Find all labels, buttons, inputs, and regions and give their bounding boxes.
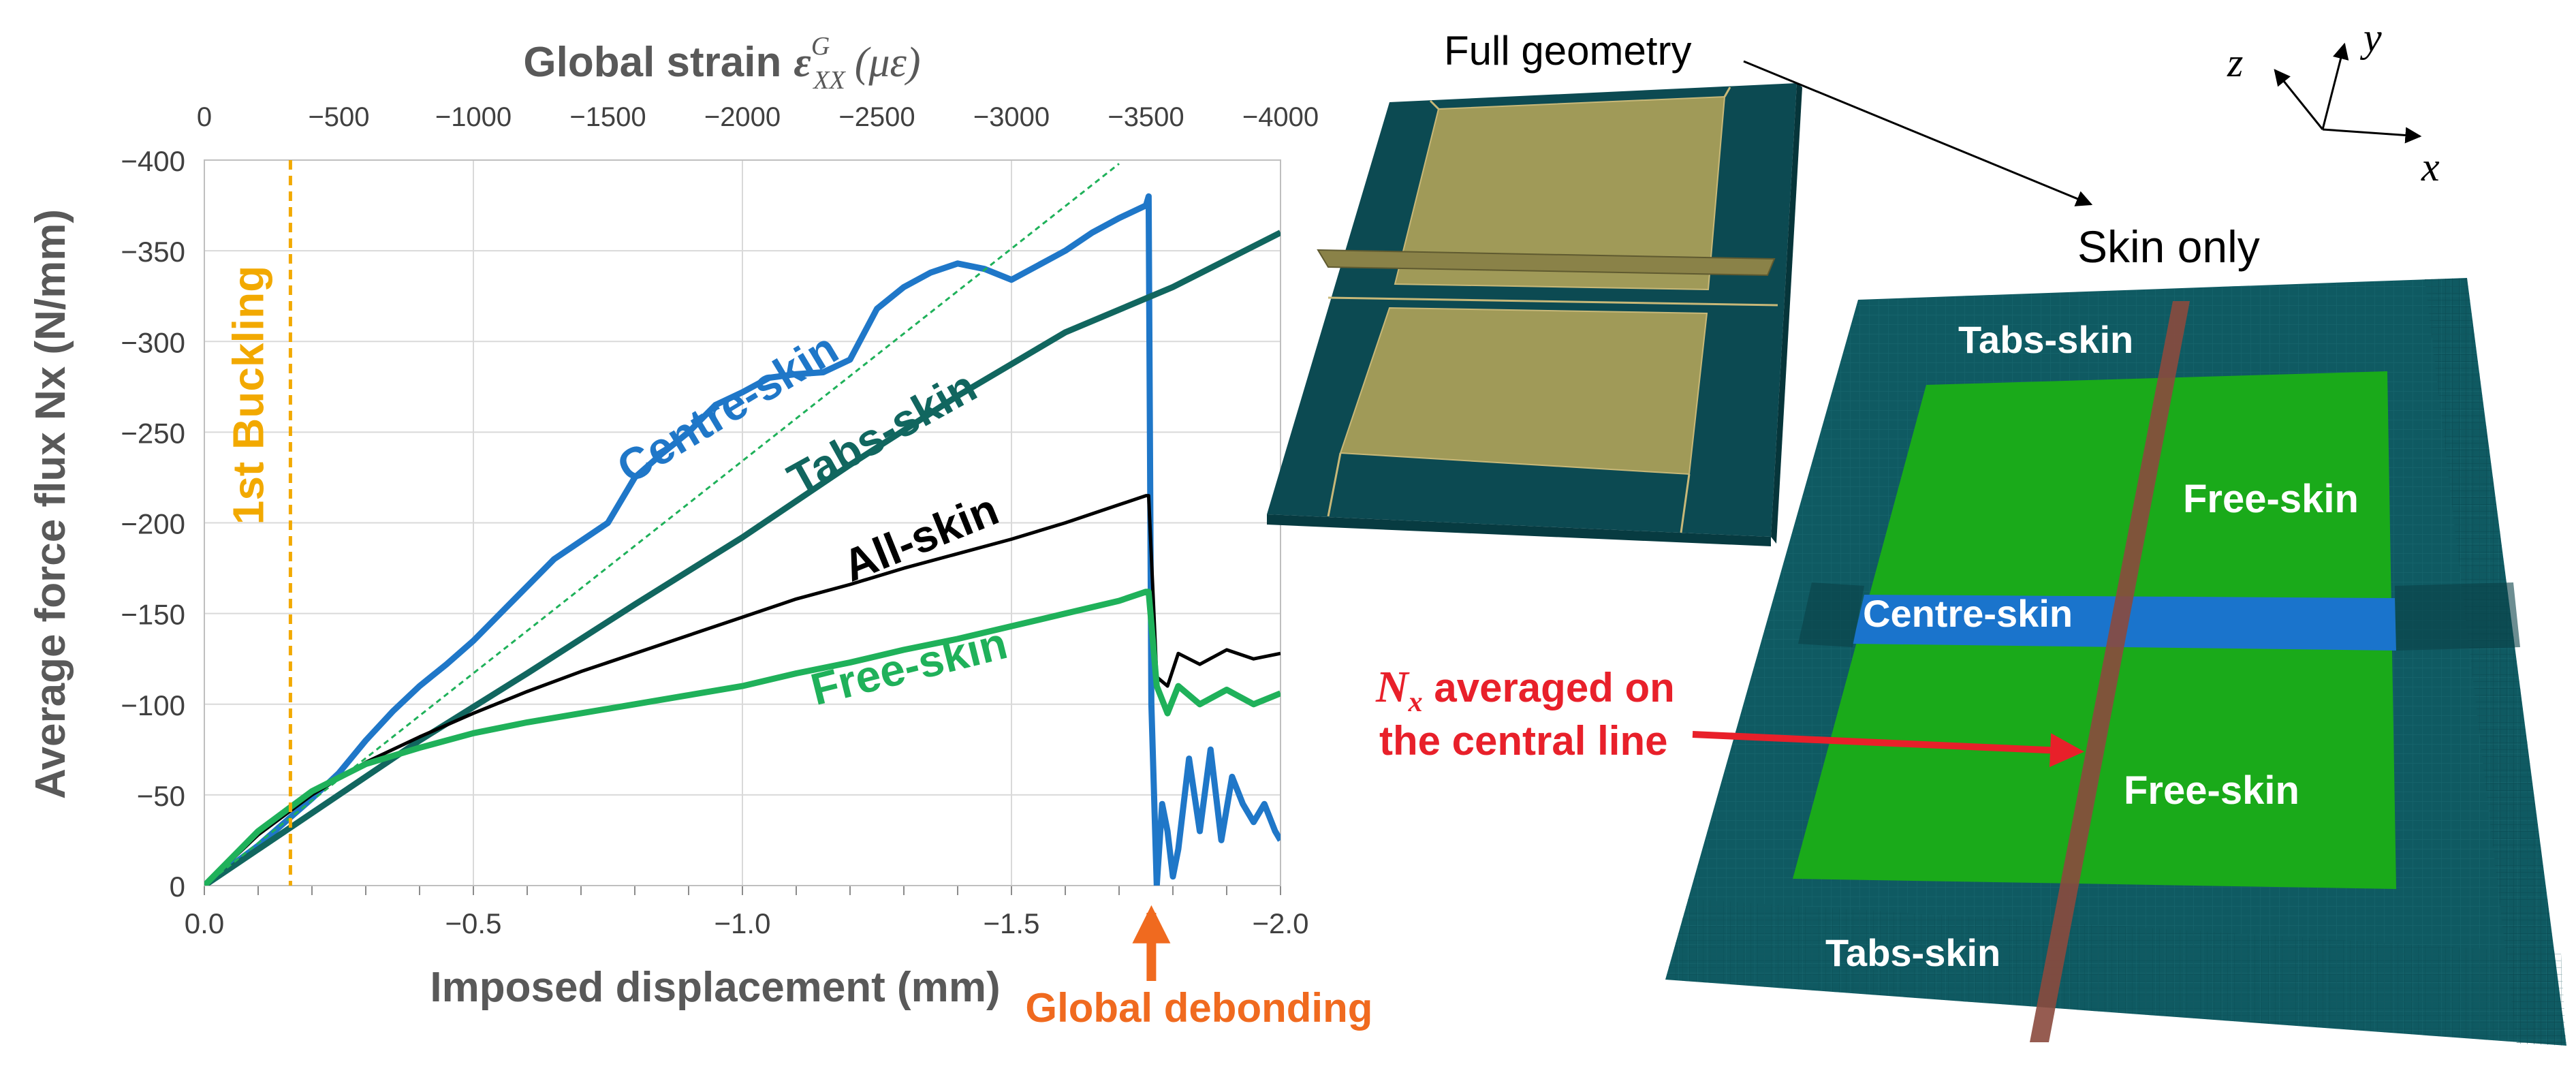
y-tick-label: −350 [121, 236, 185, 268]
skin-only-model [1665, 278, 2566, 1046]
nx-annotation-line2: the central line [1379, 718, 1667, 764]
top-tick-labels: 0 −500 −1000 −1500 −2000 −2500 −3000 −3500 −4000 [197, 102, 1319, 132]
full-geometry-lower-bay [1339, 307, 1708, 475]
top-axis-unit: (με) [855, 40, 921, 86]
top-tick-label: −1500 [569, 102, 646, 132]
series-line-centre-skin [204, 193, 1281, 886]
top-axis-superscript: G [811, 32, 830, 61]
top-axis-subscript: XX [812, 66, 846, 95]
nx-symbol: N [1375, 662, 1410, 712]
x-tick-label: −1.5 [984, 907, 1040, 939]
central-line-strip [2030, 301, 2190, 1042]
z-axis-symbol: z [2227, 40, 2243, 85]
top-axis-title: Global strain εG XX (με) [523, 32, 920, 95]
skin-mesh-edge [2425, 278, 2566, 1046]
top-tick-label: −3500 [1108, 102, 1184, 132]
full-geometry-stringer [1317, 249, 1776, 277]
top-tick-label: 0 [197, 102, 212, 132]
y-tick-label: −150 [121, 599, 185, 631]
coordinate-triad: x y z [2227, 15, 2440, 189]
top-tick-label: −4000 [1242, 102, 1319, 132]
top-axis-title-text: Global strain [523, 39, 781, 86]
stringer-row-right [2395, 582, 2520, 651]
full-geometry-label: Full geometry [1444, 28, 1691, 74]
series-label-all-skin: All-skin [836, 484, 1005, 591]
full-to-skin-arrow [1743, 60, 2093, 206]
y-tick-label: −200 [121, 508, 185, 540]
series-label-free-skin: Free-skin [806, 617, 1012, 715]
top-tick-label: −3000 [973, 102, 1050, 132]
y-tick-label: −300 [121, 326, 185, 358]
tabs-skin-bottom-label: Tabs-skin [1825, 931, 2000, 974]
chart-area: 1st Buckling Centre-skin Tabs-skin All-s… [27, 32, 1372, 1031]
y-tick-label: −400 [121, 145, 185, 177]
y-tick-label: −100 [121, 689, 185, 721]
tabs-skin-top-label: Tabs-skin [1958, 318, 2133, 361]
tab-divider [1680, 473, 1691, 533]
nx-annotation-arrow [1692, 731, 2084, 768]
tab-divider [1429, 99, 1440, 110]
full-geometry-model [1267, 83, 1802, 546]
y-axis-symbol: y [2359, 15, 2382, 60]
debonding-label: Global debonding [1025, 985, 1372, 1031]
full-geometry-upper-bay [1394, 95, 1726, 291]
buckling-label: 1st Buckling [223, 266, 272, 525]
series-line-linear-reference [204, 163, 1120, 886]
top-tick-label: −2000 [704, 102, 781, 132]
series-line-tabs-skin [204, 230, 1281, 886]
x-axis-arrow [2322, 127, 2422, 144]
stringer-row-left [1798, 582, 1864, 647]
x-tick-labels: 0.0 −0.5 −1.0 −1.5 −2.0 [185, 907, 1309, 939]
x-tick-label: −1.0 [714, 907, 771, 939]
centre-skin-label: Centre-skin [1863, 592, 2073, 635]
y-tick-label: −50 [137, 780, 185, 812]
full-geometry-slab-side [1771, 83, 1802, 544]
free-skin-top-label: Free-skin [2183, 477, 2359, 521]
z-axis-arrow [2274, 69, 2324, 130]
tab-divider [1327, 452, 1342, 517]
y-tick-label: −250 [121, 417, 185, 449]
x-tick-label: 0.0 [185, 907, 224, 939]
y-axis-title: Average force flux Nx (N/mm) [27, 209, 74, 799]
top-tick-label: −500 [308, 102, 369, 132]
y-axis-arrow [2321, 42, 2349, 130]
skin-mesh-bottom [1665, 899, 2566, 1046]
nx-annotation-rest: averaged on [1423, 665, 1675, 711]
free-skin-bottom-label: Free-skin [2124, 768, 2299, 813]
skin-only-label: Skin only [2077, 221, 2260, 272]
top-axis-symbol: ε [794, 40, 811, 86]
top-tick-label: −1000 [435, 102, 512, 132]
stringer-foot-line [1328, 296, 1778, 307]
full-geometry-slab-edge [1267, 514, 1771, 546]
nx-annotation-line1: Nx averaged on [1375, 662, 1675, 718]
x-axis-symbol: x [2421, 144, 2440, 189]
top-tick-label: −2500 [838, 102, 915, 132]
y-tick-label: 0 [170, 871, 185, 903]
y-tick-labels: 0 −50 −100 −150 −200 −250 −300 −350 −400 [121, 145, 185, 903]
x-tick-label: −2.0 [1253, 907, 1309, 939]
nx-annotation: Nx averaged on the central line [1375, 662, 2084, 768]
series-line-all-skin [204, 494, 1281, 886]
nx-subscript: x [1408, 687, 1423, 718]
series-layer [204, 163, 1281, 886]
x-axis-title: Imposed displacement (mm) [430, 964, 1000, 1011]
series-line-free-skin [204, 589, 1281, 886]
x-minor-ticks [204, 886, 1281, 895]
x-tick-label: −0.5 [445, 907, 502, 939]
tab-divider [1723, 87, 1731, 97]
